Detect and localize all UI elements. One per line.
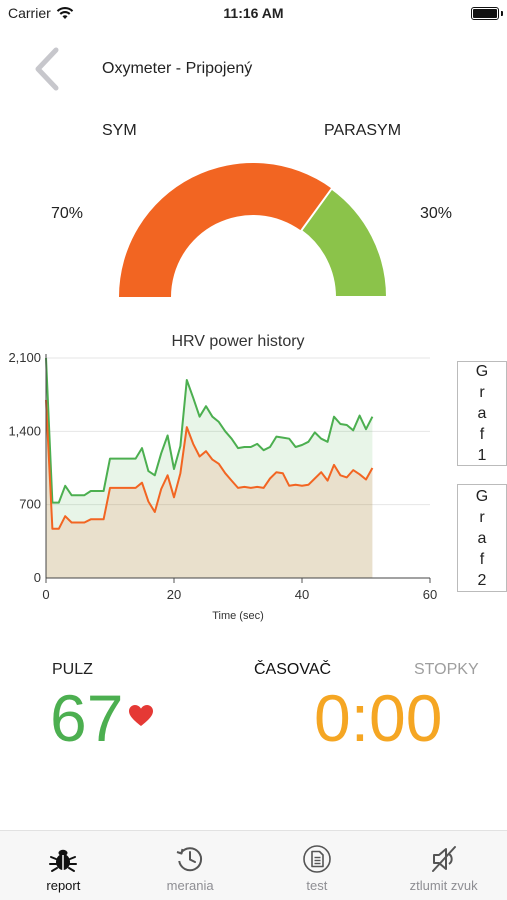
status-bar: Carrier 11:16 AM (0, 0, 507, 28)
heart-icon (129, 705, 153, 726)
chevron-left-icon (35, 47, 59, 91)
tab-mute-label: ztlumit zvuk (409, 878, 478, 893)
pulse-label: PULZ (52, 661, 93, 678)
pulse-value: 67 (50, 681, 124, 755)
gauge-sym-segment (119, 162, 332, 297)
graf-2-letter: a (477, 529, 487, 547)
y-tick-label: 700 (19, 497, 41, 512)
battery-cap (501, 11, 503, 16)
hrv-chart: HRV power history Time (sec) 0 700 1,400 2,… (0, 320, 507, 630)
series-2-area (46, 399, 373, 578)
x-tick-label: 20 (167, 587, 181, 602)
tab-report[interactable]: report (0, 831, 127, 900)
status-time: 11:16 AM (223, 5, 284, 21)
series-1-area (46, 358, 373, 578)
y-tick-label: 2,100 (8, 350, 41, 365)
bug-icon (49, 849, 78, 872)
graf-2-button[interactable]: G r a f 2 (457, 484, 507, 592)
tab-bar: report merania test ztlumit zvuk (0, 830, 507, 900)
graf-1-letter: 1 (477, 447, 487, 464)
y-tick-label: 0 (34, 570, 41, 585)
carrier-label: Carrier (8, 5, 51, 21)
chart-title: HRV power history (171, 333, 304, 350)
tab-stopwatch[interactable]: STOPKY (414, 661, 479, 678)
page-title: Oxymeter - Pripojený (102, 60, 253, 77)
tab-mute[interactable]: ztlumit zvuk (380, 831, 507, 900)
x-tick-label: 40 (295, 587, 309, 602)
graf-2-letter: G (475, 487, 489, 505)
mute-icon (431, 846, 456, 872)
graf-1-letter: f (479, 426, 485, 443)
graf-2-letter: f (479, 550, 485, 568)
hrv-chart-svg: HRV power history Time (sec) 0 700 1,400 2,… (8, 333, 437, 622)
gauge-parasym-segment (299, 187, 389, 298)
chart-grid (46, 357, 430, 506)
parasym-percent: 30% (420, 205, 453, 222)
tab-timer[interactable]: ČASOVAČ (254, 661, 332, 678)
chart-axes (45, 354, 431, 583)
document-icon (303, 845, 331, 873)
graf-1-letter: G (475, 363, 489, 380)
x-tick-label: 0 (42, 587, 49, 602)
sym-percent: 70% (51, 205, 84, 222)
back-button[interactable] (28, 46, 64, 92)
graf-1-letter: a (477, 405, 487, 422)
sym-label: SYM (102, 122, 137, 139)
series-2-line (45, 399, 374, 530)
tab-test[interactable]: test (254, 831, 381, 900)
parasym-label: PARASYM (324, 122, 402, 139)
tab-merania-label: merania (166, 878, 214, 893)
timer-value: 0:00 (314, 681, 443, 755)
x-tick-label: 60 (423, 587, 437, 602)
history-icon (176, 847, 203, 872)
chart-series-group (45, 357, 374, 578)
tab-report-label: report (46, 878, 81, 893)
chart-x-axis-label: Time (sec) (212, 610, 264, 622)
y-tick-label: 1,400 (8, 423, 41, 438)
chart-tick-labels: 0 700 1,400 2,100 0 20 40 60 (8, 350, 437, 602)
graf-1-letter: r (479, 384, 485, 401)
series-1-line (45, 357, 374, 504)
graf-2-letter: r (479, 508, 485, 526)
tab-test-label: test (306, 878, 328, 893)
carrier-group: Carrier (8, 5, 74, 21)
wifi-icon (56, 7, 73, 19)
graf-1-button[interactable]: G r a f 1 (457, 361, 507, 466)
tab-merania[interactable]: merania (127, 831, 254, 900)
graf-2-letter: 2 (477, 571, 487, 589)
battery-icon (471, 7, 499, 20)
balance-gauge (119, 162, 389, 298)
